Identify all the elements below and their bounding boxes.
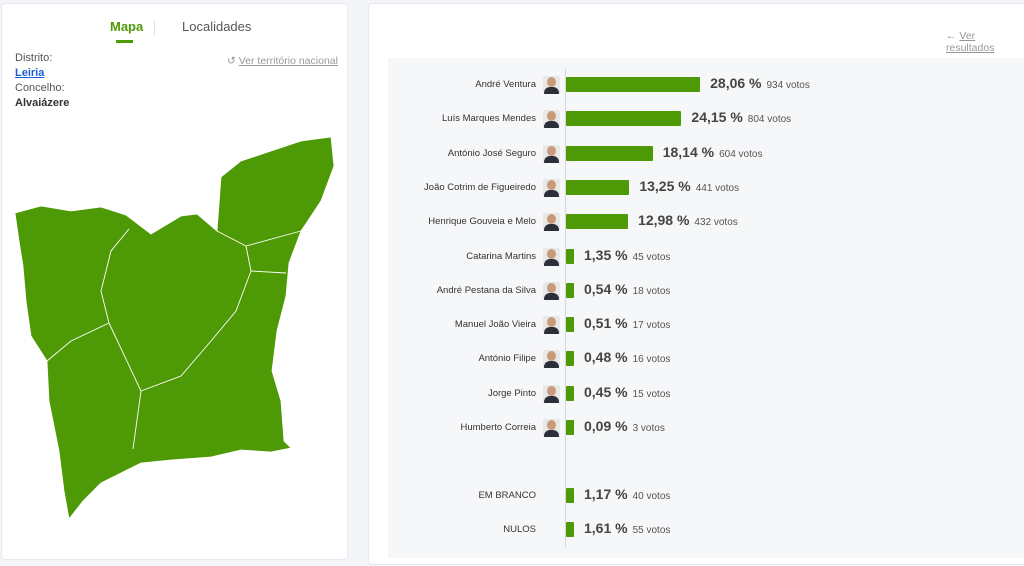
result-row: Humberto Correia 0,09 % 3 votos (388, 418, 1024, 438)
map-panel: Mapa Localidades Distrito: Leiria Concel… (1, 3, 348, 560)
vote-count: 40 votos (632, 491, 671, 502)
candidate-name: NULOS (503, 524, 536, 536)
result-bar (566, 77, 701, 92)
result-bar (566, 145, 653, 161)
result-row: António Filipe 0,48 % 16 votos (388, 349, 1024, 369)
result-row: Jorge Pinto 0,45 % 15 votos (388, 384, 1024, 404)
result-percentage: 0,09 % 3 votos (584, 418, 665, 434)
district-label: Distrito: (15, 52, 53, 64)
chart-axis (565, 68, 566, 548)
result-bar (566, 351, 574, 367)
result-row: André Pestana da Silva 0,54 % 18 votos (388, 281, 1024, 301)
candidate-name: António José Seguro (447, 147, 536, 159)
candidate-name: André Pestana da Silva (436, 284, 536, 296)
result-row: Manuel João Vieira 0,51 % 17 votos (388, 315, 1024, 335)
candidate-name: Jorge Pinto (487, 387, 536, 399)
result-percentage: 28,06 % 934 votos (710, 75, 810, 91)
candidate-name: André Ventura (475, 79, 536, 90)
candidate-name: Catarina Martins (466, 250, 536, 262)
result-row: Luís Marques Mendes 24,15 % 804 votos (388, 109, 1024, 129)
vote-count: 15 votos (632, 388, 671, 400)
candidate-name: João Cotrim de Figueiredo (424, 181, 536, 193)
vote-count: 432 votos (694, 217, 738, 229)
result-row: EM BRANCO 1,17 % 40 votos (388, 486, 1024, 506)
candidate-name: Henrique Gouveia e Melo (428, 216, 536, 228)
vote-count: 441 votos (695, 182, 740, 194)
candidate-avatar (543, 384, 560, 403)
arrow-left-icon: ← (946, 30, 957, 42)
result-percentage: 0,45 % 15 votos (584, 383, 671, 400)
candidate-avatar (543, 178, 560, 197)
result-bar (566, 111, 682, 127)
municipality-label: Concelho: (15, 82, 65, 94)
municipality-name: Alvaiázere (15, 97, 70, 109)
vote-count: 604 votos (719, 148, 763, 160)
result-percentage: 0,48 % 16 votos (584, 349, 671, 366)
result-bar (566, 179, 630, 195)
candidate-name: EM BRANCO (478, 490, 536, 501)
vote-count: 16 votos (632, 354, 671, 366)
results-chart (388, 58, 1024, 558)
national-territory-link[interactable]: ↺ Ver território nacional (227, 55, 338, 67)
district-link[interactable]: Leiria (15, 67, 45, 79)
candidate-avatar (543, 350, 560, 369)
result-bar (566, 248, 574, 264)
result-bar (566, 420, 574, 435)
candidate-avatar (543, 247, 560, 266)
result-percentage: 1,35 % 45 votos (584, 246, 671, 263)
result-bar (566, 522, 574, 538)
tab-map[interactable]: Mapa (110, 19, 144, 43)
undo-icon: ↺ (227, 55, 236, 67)
candidate-avatar (543, 110, 560, 129)
municipality-map (14, 136, 335, 520)
result-bar (566, 385, 574, 401)
result-percentage: 24,15 % 804 votos (691, 109, 792, 126)
candidate-avatar (543, 281, 560, 300)
candidate-avatar (543, 144, 560, 163)
result-percentage: 12,98 % 432 votos (638, 212, 738, 229)
result-row: João Cotrim de Figueiredo 13,25 % 441 voto… (388, 178, 1024, 198)
result-bar (566, 282, 574, 298)
result-row: Catarina Martins 1,35 % 45 votos (388, 247, 1024, 267)
result-bar (566, 488, 574, 503)
vote-count: 3 votos (632, 423, 665, 434)
result-row: NULOS 1,61 % 55 votos (388, 520, 1024, 540)
result-row: Henrique Gouveia e Melo 12,98 % 432 votos (388, 212, 1024, 232)
parish-borders (46, 228, 302, 450)
result-row: António José Seguro 18,14 % 604 votos (388, 144, 1024, 164)
tab-localities[interactable]: Localidades (182, 19, 252, 34)
candidate-name: Manuel João Vieira (454, 319, 536, 331)
result-percentage: 0,54 % 18 votos (584, 280, 671, 297)
vote-count: 55 votos (632, 525, 671, 537)
candidate-name: Luís Marques Mendes (442, 113, 536, 125)
result-bar (566, 214, 629, 230)
view-results-link[interactable]: ← Ver resultados (946, 30, 995, 54)
candidate-avatar (543, 76, 560, 94)
vote-count: 17 votos (632, 320, 671, 332)
candidate-name: Humberto Correia (460, 422, 537, 433)
result-percentage: 0,51 % 17 votos (584, 315, 671, 332)
vote-count: 934 votos (766, 80, 810, 91)
candidate-avatar (543, 419, 560, 437)
result-row: André Ventura 28,06 % 934 votos (388, 75, 1024, 95)
result-percentage: 1,61 % 55 votos (584, 520, 671, 537)
result-percentage: 18,14 % 604 votos (662, 143, 763, 160)
candidate-name: António Filipe (478, 353, 536, 365)
candidate-avatar (543, 213, 560, 232)
tab-divider (154, 20, 155, 36)
candidate-avatar (543, 316, 560, 335)
result-percentage: 13,25 % 441 votos (639, 177, 740, 194)
vote-count: 45 votos (632, 251, 671, 263)
result-percentage: 1,17 % 40 votos (584, 486, 671, 502)
vote-count: 18 votos (632, 285, 671, 297)
map-region[interactable] (14, 136, 335, 520)
result-bar (566, 317, 574, 333)
vote-count: 804 votos (747, 114, 792, 126)
